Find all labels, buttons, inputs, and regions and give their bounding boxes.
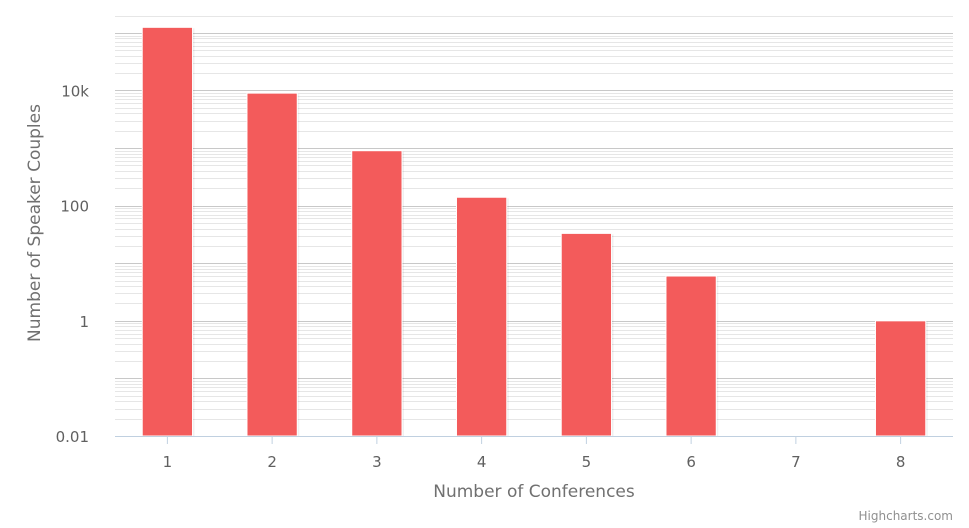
y-tick-label: 0.01	[56, 428, 89, 446]
x-tick-label: 1	[163, 453, 173, 471]
y-tick-label: 1	[79, 313, 89, 331]
y-tick-label: 10k	[61, 82, 89, 100]
x-tick-label: 7	[791, 453, 801, 471]
bar[interactable]	[141, 26, 194, 437]
y-tick-label: 100	[60, 198, 89, 216]
x-axis-title: Number of Conferences	[433, 482, 635, 502]
bar[interactable]	[246, 92, 298, 437]
bar[interactable]	[455, 196, 508, 437]
x-axis-ticks: 1 2 3 4 5 6 7 8	[163, 436, 906, 471]
x-tick-label: 4	[477, 453, 487, 471]
x-tick-label: 3	[372, 453, 382, 471]
gridlines	[115, 16, 953, 437]
x-tick-label: 8	[896, 453, 906, 471]
bar[interactable]	[665, 275, 717, 437]
x-tick-label: 2	[267, 453, 277, 471]
bar[interactable]	[351, 150, 403, 437]
x-tick-label: 6	[686, 453, 696, 471]
bar[interactable]	[560, 232, 613, 437]
credits-link[interactable]: Highcharts.com	[859, 509, 953, 523]
y-axis-ticks: 0.01 1 100 10k	[56, 82, 90, 446]
x-tick-label: 5	[582, 453, 592, 471]
y-axis-title: Number of Speaker Couples	[25, 104, 45, 342]
bar[interactable]	[874, 320, 927, 437]
bars	[141, 26, 928, 437]
